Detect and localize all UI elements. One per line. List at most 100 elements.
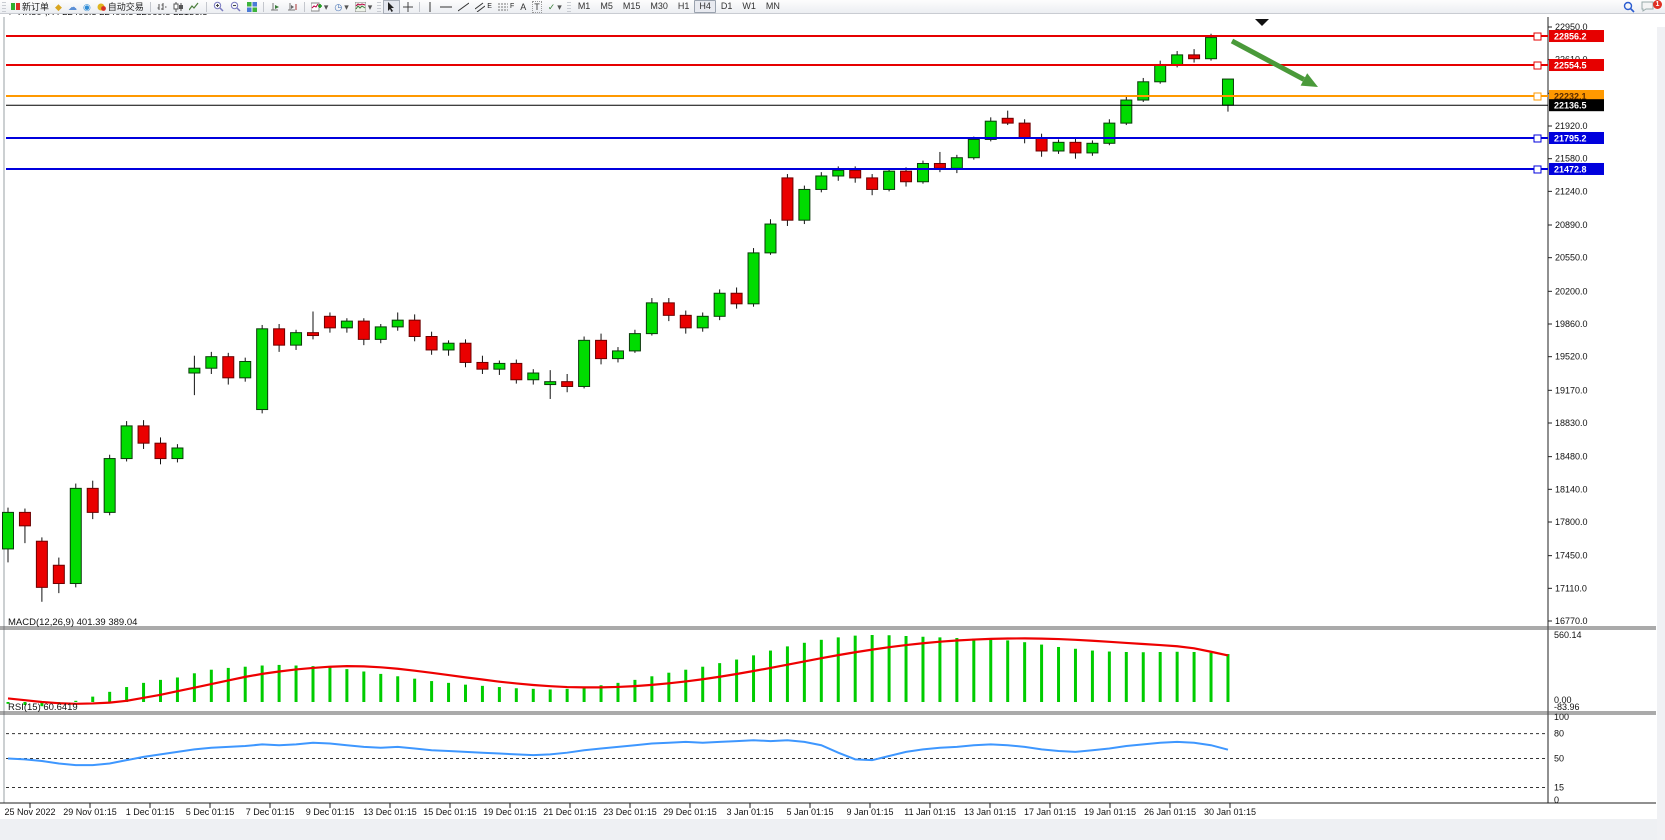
- hline-tool-button[interactable]: [437, 1, 455, 13]
- candle: [1069, 138, 1082, 159]
- fibo-tool-button[interactable]: F: [495, 1, 517, 13]
- text-tool-label: A: [520, 1, 527, 12]
- candle: [442, 340, 455, 356]
- candle: [35, 537, 48, 602]
- timeframe-toolbar: M1 M5 M15 M30 H1 H4 D1 W1 MN: [573, 0, 785, 13]
- candle: [323, 312, 336, 333]
- horizontal-line-icon: [440, 6, 453, 7]
- text-tool-button[interactable]: A: [517, 1, 529, 13]
- line-handle[interactable]: [1533, 32, 1542, 41]
- clock-icon: ◷: [334, 1, 343, 12]
- toolbar-grip[interactable]: [377, 1, 382, 12]
- x-axis-label: 23 Dec 01:15: [603, 807, 657, 817]
- x-axis-label: 29 Nov 01:15: [63, 807, 117, 817]
- signals-button[interactable]: ◉: [80, 1, 94, 13]
- chat-button[interactable]: 1: [1638, 0, 1662, 13]
- arrows-tool-button[interactable]: ✓ ▾: [545, 1, 565, 13]
- gold-symbol-button[interactable]: ◆: [52, 1, 65, 13]
- candle: [1137, 77, 1150, 102]
- search-button[interactable]: [1620, 1, 1638, 13]
- autotrade-button[interactable]: 自动交易: [94, 1, 147, 13]
- x-axis-label: 1 Dec 01:15: [126, 807, 175, 817]
- timeframe-M5[interactable]: M5: [600, 1, 613, 11]
- chart-shift-button[interactable]: [284, 1, 301, 13]
- timeframe-H4[interactable]: H4: [694, 0, 716, 13]
- timeframe-W1[interactable]: W1: [742, 1, 756, 11]
- chart-candles-button[interactable]: [170, 1, 186, 13]
- candle: [188, 355, 201, 396]
- indicators-icon: [310, 2, 322, 11]
- candle: [561, 373, 574, 393]
- y-axis-tick-label: 21240.0: [1555, 186, 1588, 196]
- community-button[interactable]: ☁: [65, 1, 80, 13]
- y-axis-tick-label: 18140.0: [1555, 484, 1588, 494]
- y-axis-tick-label: 17800.0: [1555, 517, 1588, 527]
- candle: [18, 508, 31, 544]
- periods-button[interactable]: ◷ ▾: [331, 1, 351, 13]
- x-axis-label: 29 Dec 01:15: [663, 807, 717, 817]
- y-axis-tick-label: 17110.0: [1555, 583, 1587, 593]
- cursor-tool-button[interactable]: [383, 0, 401, 14]
- chart-shift-marker[interactable]: [1255, 19, 1269, 26]
- trendline-tool-button[interactable]: [455, 1, 472, 13]
- toolbar-grip[interactable]: [2, 1, 6, 12]
- crosshair-tool-button[interactable]: [400, 1, 416, 13]
- candle: [883, 168, 896, 192]
- line-handle[interactable]: [1533, 92, 1542, 101]
- candle: [239, 357, 252, 382]
- label-tool-button[interactable]: T: [529, 0, 545, 13]
- chart-bars-button[interactable]: [154, 1, 170, 13]
- timeframe-D1[interactable]: D1: [720, 1, 733, 11]
- candle: [1188, 49, 1201, 63]
- macd-axis-label: 560.14: [1554, 630, 1582, 640]
- signal-icon: ◉: [82, 1, 91, 12]
- timeframe-H1[interactable]: H1: [677, 1, 690, 11]
- dropdown-arrow-icon: ▾: [367, 1, 373, 12]
- notification-badge: 1: [1653, 0, 1662, 9]
- candle: [645, 298, 658, 336]
- rsi-axis-label: 15: [1554, 783, 1564, 793]
- vline-tool-button[interactable]: [423, 1, 437, 13]
- rsi-indicator-label: RSI(15) 60.6419: [8, 702, 78, 713]
- y-axis-tick-label: 22950.0: [1555, 22, 1588, 32]
- candle: [52, 557, 65, 594]
- channel-tool-button[interactable]: E: [472, 1, 495, 13]
- timeframe-M1[interactable]: M1: [577, 1, 591, 11]
- dropdown-arrow-icon: ▾: [557, 1, 562, 12]
- zoom-out-button[interactable]: [227, 1, 244, 13]
- x-axis-label: 21 Dec 01:15: [543, 807, 597, 817]
- candle: [120, 421, 133, 462]
- chart-line-button[interactable]: [186, 1, 203, 13]
- candle: [1120, 96, 1133, 126]
- candle: [1001, 110, 1014, 126]
- trend-arrow-head[interactable]: [1300, 73, 1318, 87]
- timeframe-MN[interactable]: MN: [765, 1, 780, 11]
- line-handle[interactable]: [1533, 134, 1542, 143]
- indicators-button[interactable]: ▾: [308, 1, 332, 13]
- tile-windows-button[interactable]: [244, 1, 260, 13]
- candle: [154, 437, 167, 465]
- timeframe-M30[interactable]: M30: [650, 1, 668, 11]
- templates-button[interactable]: ▾: [352, 1, 376, 13]
- y-axis-tick-label: 18480.0: [1555, 452, 1588, 462]
- new-order-icon: [11, 3, 20, 10]
- line-handle[interactable]: [1533, 165, 1542, 174]
- candlestick-icon: [173, 1, 183, 12]
- candle: [86, 480, 99, 520]
- candle: [374, 324, 387, 344]
- trend-arrow-line[interactable]: [1230, 38, 1306, 82]
- candle: [205, 351, 218, 374]
- autoscroll-button[interactable]: [267, 1, 284, 13]
- rsi-axis-label: 80: [1554, 729, 1564, 739]
- zoom-in-button[interactable]: [210, 1, 227, 13]
- timeframe-M15[interactable]: M15: [622, 1, 641, 11]
- bar-chart-icon: [157, 2, 167, 10]
- candle: [1205, 33, 1218, 61]
- candle: [256, 324, 269, 414]
- new-order-button[interactable]: 新订单: [8, 1, 52, 13]
- rsi-line: [7, 739, 1229, 767]
- candle: [459, 339, 472, 368]
- toolbar-grip[interactable]: [566, 1, 571, 12]
- line-handle[interactable]: [1533, 61, 1542, 70]
